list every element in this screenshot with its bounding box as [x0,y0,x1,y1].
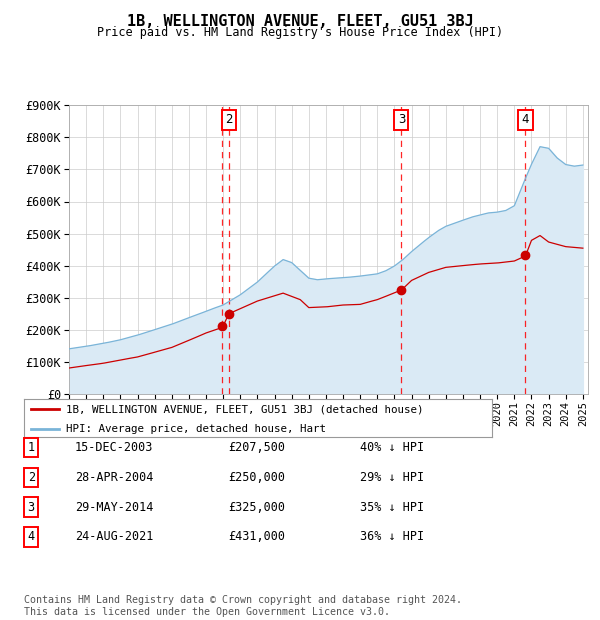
Text: £325,000: £325,000 [228,501,285,513]
Text: 40% ↓ HPI: 40% ↓ HPI [360,441,424,454]
Text: 28-APR-2004: 28-APR-2004 [75,471,154,484]
Text: 29-MAY-2014: 29-MAY-2014 [75,501,154,513]
Text: 2: 2 [28,471,35,484]
Text: 3: 3 [28,501,35,513]
Text: 36% ↓ HPI: 36% ↓ HPI [360,531,424,543]
Text: 24-AUG-2021: 24-AUG-2021 [75,531,154,543]
Text: 1B, WELLINGTON AVENUE, FLEET, GU51 3BJ: 1B, WELLINGTON AVENUE, FLEET, GU51 3BJ [127,14,473,29]
Text: 4: 4 [28,531,35,543]
Text: 1: 1 [28,441,35,454]
Text: 29% ↓ HPI: 29% ↓ HPI [360,471,424,484]
Text: Contains HM Land Registry data © Crown copyright and database right 2024.
This d: Contains HM Land Registry data © Crown c… [24,595,462,617]
Text: 1B, WELLINGTON AVENUE, FLEET, GU51 3BJ (detached house): 1B, WELLINGTON AVENUE, FLEET, GU51 3BJ (… [66,404,424,414]
Text: 4: 4 [522,113,529,126]
Text: £250,000: £250,000 [228,471,285,484]
Text: 35% ↓ HPI: 35% ↓ HPI [360,501,424,513]
Text: Price paid vs. HM Land Registry's House Price Index (HPI): Price paid vs. HM Land Registry's House … [97,26,503,39]
Text: £431,000: £431,000 [228,531,285,543]
Text: £207,500: £207,500 [228,441,285,454]
Text: 3: 3 [398,113,405,126]
Text: HPI: Average price, detached house, Hart: HPI: Average price, detached house, Hart [66,423,326,433]
Text: 2: 2 [225,113,233,126]
Text: 15-DEC-2003: 15-DEC-2003 [75,441,154,454]
